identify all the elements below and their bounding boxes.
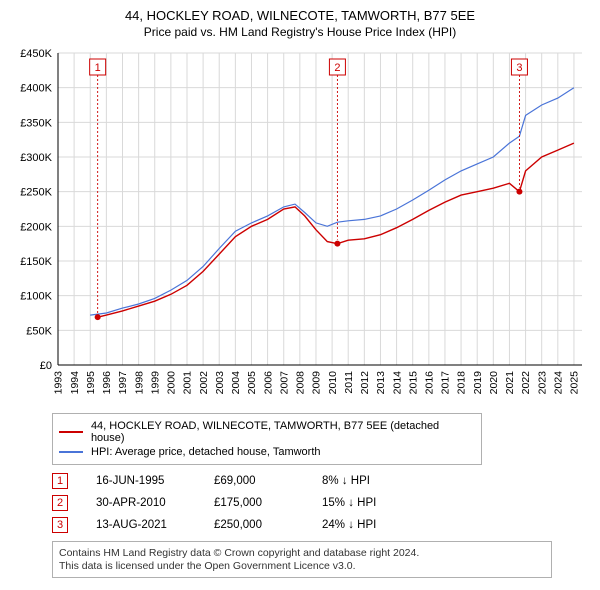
legend-row-hpi: HPI: Average price, detached house, Tamw… [59, 446, 475, 458]
page-root: 44, HOCKLEY ROAD, WILNECOTE, TAMWORTH, B… [0, 0, 600, 584]
sale-marker-1: 1 [52, 473, 68, 489]
sale-price: £175,000 [214, 497, 294, 509]
title-subtitle: Price paid vs. HM Land Registry's House … [10, 25, 590, 39]
legend-row-property: 44, HOCKLEY ROAD, WILNECOTE, TAMWORTH, B… [59, 420, 475, 444]
svg-text:2002: 2002 [198, 371, 210, 395]
svg-text:1993: 1993 [53, 371, 65, 395]
svg-text:£250K: £250K [20, 187, 52, 199]
svg-text:3: 3 [516, 62, 522, 74]
svg-text:1996: 1996 [101, 371, 113, 395]
footer-line-1: Contains HM Land Registry data © Crown c… [59, 547, 545, 559]
sale-price: £250,000 [214, 519, 294, 531]
title-address: 44, HOCKLEY ROAD, WILNECOTE, TAMWORTH, B… [10, 8, 590, 23]
legend-swatch-hpi [59, 451, 83, 453]
chart: £0 £50K £100K £150K £200K £250K £300K £350K £400… [10, 45, 590, 405]
svg-text:2018: 2018 [456, 371, 468, 395]
svg-text:2025: 2025 [569, 371, 581, 395]
svg-text:1995: 1995 [85, 371, 97, 395]
legend-label-property: 44, HOCKLEY ROAD, WILNECOTE, TAMWORTH, B… [91, 420, 475, 444]
legend-swatch-property [59, 431, 83, 433]
svg-text:2020: 2020 [488, 371, 500, 395]
svg-text:2001: 2001 [182, 371, 194, 395]
svg-text:£450K: £450K [20, 48, 52, 60]
svg-text:2019: 2019 [472, 371, 484, 395]
sale-diff: 15% ↓ HPI [322, 497, 422, 509]
svg-text:£400K: £400K [20, 83, 52, 95]
svg-text:2012: 2012 [359, 371, 371, 395]
svg-text:2003: 2003 [214, 371, 226, 395]
svg-text:2005: 2005 [246, 371, 258, 395]
svg-text:£100K: £100K [20, 291, 52, 303]
legend: 44, HOCKLEY ROAD, WILNECOTE, TAMWORTH, B… [52, 413, 482, 465]
svg-text:2008: 2008 [295, 371, 307, 395]
sale-diff: 8% ↓ HPI [322, 475, 422, 487]
sales-row: 1 16-JUN-1995 £69,000 8% ↓ HPI [52, 473, 590, 489]
svg-text:2024: 2024 [552, 371, 564, 395]
svg-text:1: 1 [95, 62, 101, 74]
footer-line-2: This data is licensed under the Open Gov… [59, 560, 545, 572]
svg-text:£50K: £50K [26, 325, 52, 337]
title-block: 44, HOCKLEY ROAD, WILNECOTE, TAMWORTH, B… [10, 8, 590, 39]
sale-price: £69,000 [214, 475, 294, 487]
svg-text:£0: £0 [40, 360, 52, 372]
sale-date: 30-APR-2010 [96, 497, 186, 509]
svg-text:2: 2 [334, 62, 340, 74]
svg-text:2016: 2016 [424, 371, 436, 395]
sale-marker-3: 3 [52, 517, 68, 533]
svg-text:2006: 2006 [262, 371, 274, 395]
sale-date: 13-AUG-2021 [96, 519, 186, 531]
svg-text:1998: 1998 [133, 371, 145, 395]
svg-text:2010: 2010 [327, 371, 339, 395]
svg-text:2017: 2017 [440, 371, 452, 395]
svg-text:2009: 2009 [311, 371, 323, 395]
svg-text:2014: 2014 [391, 371, 403, 395]
svg-text:2007: 2007 [278, 371, 290, 395]
svg-text:£350K: £350K [20, 117, 52, 129]
sale-date: 16-JUN-1995 [96, 475, 186, 487]
sales-table: 1 16-JUN-1995 £69,000 8% ↓ HPI 2 30-APR-… [52, 473, 590, 533]
sale-marker-2: 2 [52, 495, 68, 511]
sale-diff: 24% ↓ HPI [322, 519, 422, 531]
sales-row: 2 30-APR-2010 £175,000 15% ↓ HPI [52, 495, 590, 511]
svg-text:£200K: £200K [20, 221, 52, 233]
svg-text:1997: 1997 [117, 371, 129, 395]
svg-text:2021: 2021 [504, 371, 516, 395]
svg-text:1994: 1994 [69, 371, 81, 395]
chart-svg: £0 £50K £100K £150K £200K £250K £300K £350K £400… [10, 45, 590, 405]
svg-text:£300K: £300K [20, 152, 52, 164]
svg-text:2015: 2015 [407, 371, 419, 395]
sales-row: 3 13-AUG-2021 £250,000 24% ↓ HPI [52, 517, 590, 533]
svg-text:2013: 2013 [375, 371, 387, 395]
svg-text:1999: 1999 [149, 371, 161, 395]
svg-text:2023: 2023 [536, 371, 548, 395]
svg-text:2000: 2000 [166, 371, 178, 395]
svg-text:2004: 2004 [230, 371, 242, 395]
footer: Contains HM Land Registry data © Crown c… [52, 541, 552, 578]
legend-label-hpi: HPI: Average price, detached house, Tamw… [91, 446, 321, 458]
svg-text:2022: 2022 [520, 371, 532, 395]
svg-text:2011: 2011 [343, 371, 355, 394]
svg-text:£150K: £150K [20, 256, 52, 268]
